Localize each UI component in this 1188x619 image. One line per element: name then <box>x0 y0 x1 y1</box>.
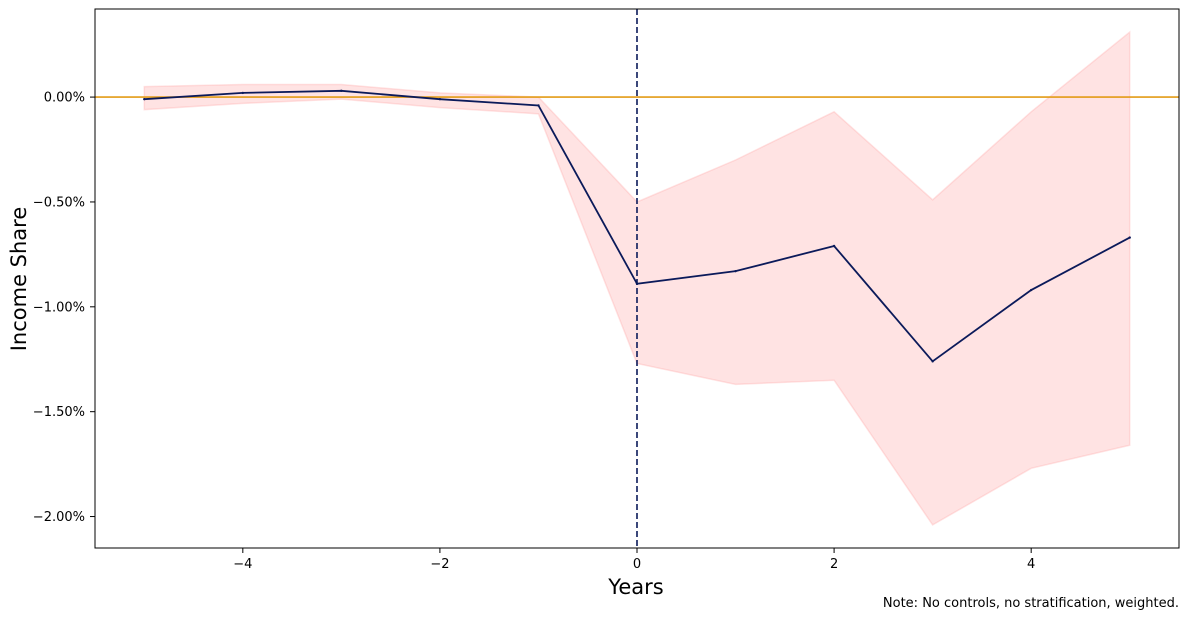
estimate-point <box>438 97 442 101</box>
y-tick-label: −1.50% <box>33 405 85 420</box>
estimate-point <box>832 244 836 248</box>
x-tick-label: −2 <box>430 557 449 572</box>
estimate-point <box>241 91 245 95</box>
y-tick-label: −1.00% <box>33 300 85 315</box>
y-tick-label: 0.00% <box>44 91 85 106</box>
estimate-point <box>635 282 639 285</box>
estimate-point <box>1128 236 1131 239</box>
estimate-point <box>537 104 540 107</box>
estimate-point <box>734 269 737 273</box>
estimate-point <box>340 89 343 92</box>
confidence-band <box>143 30 1131 526</box>
axes: −4 −2 0 2 4 0.00% −0.50% −1.00% −1.50% −2.00% <box>33 8 1180 572</box>
x-tick-label: 0 <box>633 557 641 572</box>
chart-note: Note: No controls, no stratification, we… <box>883 596 1179 611</box>
y-tick-label: −0.50% <box>33 195 85 210</box>
x-axis-label: Years <box>607 575 663 599</box>
y-tick-label: −2.00% <box>33 510 85 525</box>
estimate-point <box>143 97 146 101</box>
estimate-point <box>931 360 934 363</box>
y-axis-label: Income Share <box>7 207 31 352</box>
plot-area <box>95 9 1179 548</box>
estimate-point <box>1029 288 1033 292</box>
x-tick-label: 4 <box>1027 557 1035 572</box>
x-tick-label: 2 <box>830 557 838 572</box>
x-tick-label: −4 <box>233 557 252 572</box>
